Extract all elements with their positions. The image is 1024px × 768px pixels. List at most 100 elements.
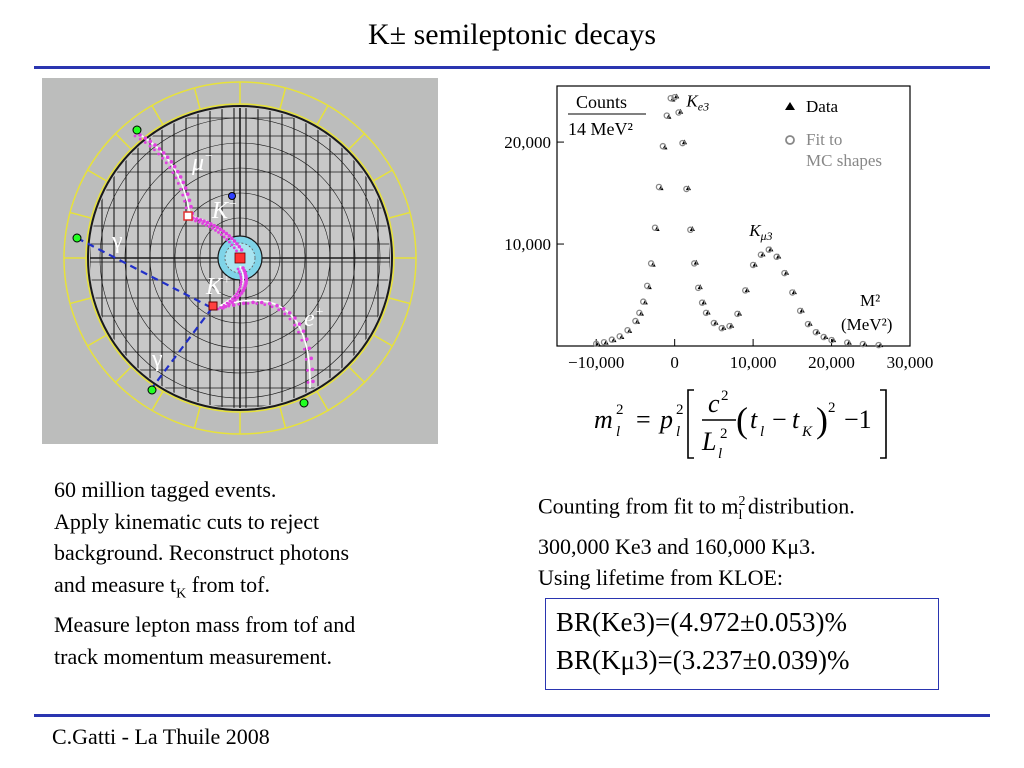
outer-calorimeter-ring [63,81,417,435]
left-line-5: Measure lepton mass from tof and [54,612,356,638]
fit-point [694,284,702,292]
gamma-bottom-label: γ [151,346,163,372]
fit-point [820,333,827,341]
svg-text:m: m [594,405,613,434]
fit-point [875,341,882,349]
fit-point [718,324,725,332]
beam-pipe [217,235,263,281]
fit-point [726,322,733,330]
fit-point [796,307,804,315]
left-line-6: track momentum measurement. [54,643,332,669]
right-line-1: Counting from fit to m2l distribution. [538,493,855,523]
series-fit [592,93,882,349]
right-line-2: 300,000 Ke3 and 160,000 Kμ3. [538,533,816,559]
fit-point [608,336,616,343]
svg-text:l: l [718,446,722,462]
legend-data-marker [785,102,795,110]
svg-text:2: 2 [721,388,729,404]
fit-point [592,340,600,348]
plot-frame [556,85,911,347]
fit-point [843,339,851,346]
svg-text:2: 2 [828,400,836,416]
x-axis-label: M² (MeV²) [841,291,892,334]
svg-text:l: l [616,424,620,440]
svg-text:M²: M² [860,291,880,310]
svg-text:t: t [792,405,800,434]
fit-point [667,94,674,102]
fit-point [710,319,718,327]
svg-text:l: l [676,424,680,440]
muon-label: μ− [191,149,214,176]
fit-point [675,109,682,116]
legend: Data Fit to MC shapes [785,97,882,170]
y-tick-label: 20,000 [504,133,551,152]
kaon-minus-label: K− [211,197,237,224]
top-divider [34,66,990,69]
fit-point [828,336,835,344]
svg-text:(: ( [736,400,748,440]
fit-point [691,260,698,267]
fit-point [804,320,812,328]
fit-point [651,224,659,231]
x-tick-label: −10,000 [568,353,624,372]
svg-text:p: p [658,405,673,434]
left-line-3: background. Reconstruct photons [54,540,350,565]
legend-fit-marker [785,135,795,145]
fit-point [765,246,773,253]
fit-point [600,338,608,346]
electron-label: e+ [304,305,324,332]
fit-point [643,282,651,290]
fit-point [812,328,820,336]
fit-point [647,260,655,267]
fit-point [624,326,631,334]
svg-text:2: 2 [616,402,624,418]
svg-text:l: l [760,424,764,440]
fit-point [773,253,780,261]
svg-text:t: t [750,405,758,434]
svg-text:Counts: Counts [576,92,627,112]
legend-data-label: Data [806,97,839,116]
fit-point [749,261,757,269]
x-tick-label: 20,000 [808,353,855,372]
fit-point [757,251,765,258]
left-line-4: and measure tK from tof. [54,571,270,601]
peak-label: Ke3 [685,91,709,113]
fit-point [702,309,710,317]
kaon-plus-label: K+ [205,273,231,300]
legend-fit-label: Fit to MC shapes [806,130,882,170]
fit-point [636,309,643,317]
fit-point [789,289,796,296]
right-line-3: Using lifetime from KLOE: [538,564,784,590]
x-tick-label: 0 [670,353,679,372]
fit-point [734,310,741,318]
left-line-1: 60 million tagged events. [54,477,277,502]
fit-point [659,142,667,150]
svg-text:c: c [708,389,720,418]
fit-point [632,317,639,325]
fit-point [663,112,671,119]
svg-text:−1: −1 [844,405,872,434]
fit-point [679,139,686,147]
fit-point [698,299,706,306]
svg-text:K: K [801,424,813,440]
left-description: 60 million tagged events. Apply kinemati… [54,474,454,672]
svg-text:): ) [816,400,828,440]
bottom-divider [34,714,990,717]
calorimeter-clusters [72,125,309,408]
left-line-2: Apply kinematic cuts to reject [54,508,320,534]
fit-point [640,298,647,305]
gamma-left-label: γ [111,228,123,254]
photon-paths [76,237,213,389]
x-tick-label: 30,000 [887,353,934,372]
y-tick-label: 10,000 [504,235,551,254]
detector-event-display: μ− K− K+ γ γ e+ [42,78,438,444]
mass-formula: m l 2 = p l 2 c 2 L l 2 ( t l − t K ) 2 … [594,388,887,462]
fit-point [655,183,663,191]
br-kmu3: BR(Kμ3)=(3.237±0.039)% [556,645,850,675]
fit-point [671,93,678,101]
svg-text:2: 2 [676,402,684,418]
peak-label: Kμ3 [748,221,772,243]
svg-text:2: 2 [720,426,728,442]
slide-footer: C.Gatti - La Thuile 2008 [52,724,270,749]
